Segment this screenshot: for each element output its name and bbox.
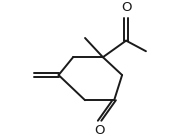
Text: O: O xyxy=(121,1,131,14)
Text: O: O xyxy=(94,124,105,137)
